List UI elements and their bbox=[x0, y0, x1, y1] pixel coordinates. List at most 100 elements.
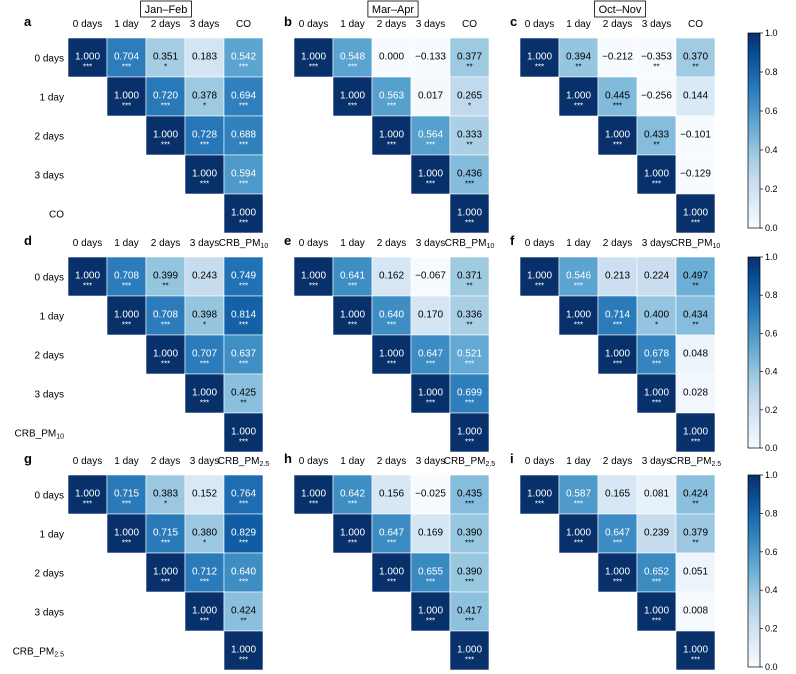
significance-label: *** bbox=[574, 500, 583, 509]
significance-label: *** bbox=[348, 102, 357, 111]
significance-label: *** bbox=[348, 500, 357, 509]
cell-value-label: 0.383 bbox=[153, 489, 178, 500]
heatmap-cell bbox=[675, 295, 716, 336]
heatmap-cell bbox=[519, 37, 560, 78]
cell-value-label: 1.000 bbox=[75, 52, 100, 63]
season-title: Mar–Apr bbox=[372, 4, 415, 16]
column-label: 0 days bbox=[525, 456, 554, 467]
panel-letter: b bbox=[284, 14, 292, 29]
cell-value-label: 1.000 bbox=[683, 645, 708, 656]
season-header-1: Mar–Apr bbox=[367, 0, 419, 18]
row-label: 2 days bbox=[35, 351, 64, 362]
significance-label: *** bbox=[122, 63, 131, 72]
cell-value-label: 0.749 bbox=[231, 271, 256, 282]
colorbar-1: 0.0 0.2 0.4 0.6 0.8 1.0 bbox=[747, 252, 778, 453]
cell-value-label: 0.390 bbox=[457, 528, 482, 539]
significance-label: *** bbox=[613, 102, 622, 111]
colorbar-tick-label: 0.4 bbox=[765, 367, 778, 377]
cell-value-label: 0.224 bbox=[644, 271, 669, 282]
cell-value-label: 0.640 bbox=[379, 310, 404, 321]
significance-label: *** bbox=[387, 578, 396, 587]
column-label: 1 day bbox=[566, 238, 590, 249]
cell-value-label: 0.370 bbox=[683, 52, 708, 63]
colorbar-tick-label: 0.0 bbox=[765, 223, 778, 233]
cell-value-label: 0.433 bbox=[644, 130, 669, 141]
panel-letter: f bbox=[510, 233, 515, 248]
cell-value-label: 1.000 bbox=[114, 310, 139, 321]
cell-value-label: 0.017 bbox=[418, 91, 443, 102]
significance-label: ** bbox=[653, 63, 659, 72]
heatmap-cell bbox=[449, 37, 490, 78]
significance-label: *** bbox=[239, 180, 248, 189]
cell-value-label: 0.548 bbox=[340, 52, 365, 63]
cell-value-label: 1.000 bbox=[683, 427, 708, 438]
significance-label: * bbox=[164, 63, 167, 72]
heatmap-cell bbox=[332, 295, 373, 336]
cell-value-label: 1.000 bbox=[457, 208, 482, 219]
column-label: 1 day bbox=[114, 456, 138, 467]
heatmap-cell bbox=[410, 256, 451, 297]
heatmap-cell bbox=[332, 256, 373, 297]
cell-value-label: 0.642 bbox=[340, 489, 365, 500]
colorbar-tick-label: 1.0 bbox=[765, 252, 778, 262]
significance-label: *** bbox=[426, 399, 435, 408]
colorbar-tick-label: 0.0 bbox=[765, 662, 778, 672]
cell-value-label: 0.028 bbox=[683, 388, 708, 399]
heatmap-cell bbox=[184, 552, 225, 593]
cell-value-label: 1.000 bbox=[192, 388, 217, 399]
heatmap-cell bbox=[410, 115, 451, 156]
cell-value-label: 0.814 bbox=[231, 310, 256, 321]
significance-label: *** bbox=[200, 360, 209, 369]
cell-value-label: 1.000 bbox=[231, 645, 256, 656]
cell-value-label: 0.708 bbox=[153, 310, 178, 321]
heatmap-cell bbox=[371, 115, 412, 156]
season-header-2: Oct–Nov bbox=[594, 0, 646, 18]
significance-label: *** bbox=[426, 617, 435, 626]
heatmap-cell bbox=[449, 373, 490, 414]
heatmap-cell bbox=[449, 591, 490, 632]
cell-value-label: 0.425 bbox=[231, 388, 256, 399]
colorbar-tick-label: 0.0 bbox=[765, 443, 778, 453]
heatmap-cell bbox=[184, 115, 225, 156]
cell-value-label: 1.000 bbox=[605, 349, 630, 360]
cell-value-label: 1.000 bbox=[153, 130, 178, 141]
cell-value-label: 1.000 bbox=[192, 606, 217, 617]
cell-value-label: 1.000 bbox=[114, 528, 139, 539]
colorbar-tick-label: 1.0 bbox=[765, 470, 778, 480]
heatmap-cell bbox=[223, 76, 264, 117]
heatmap-cell bbox=[223, 630, 264, 671]
panel-letter: h bbox=[284, 451, 292, 466]
heatmap-cell bbox=[184, 295, 225, 336]
column-label: CO bbox=[236, 19, 251, 30]
cell-value-label: 0.008 bbox=[683, 606, 708, 617]
significance-label: *** bbox=[387, 102, 396, 111]
cell-value-label: 0.379 bbox=[683, 528, 708, 539]
cell-value-label: 0.655 bbox=[418, 567, 443, 578]
significance-label: *** bbox=[613, 321, 622, 330]
significance-label: *** bbox=[465, 438, 474, 447]
column-label: 3 days bbox=[190, 19, 219, 30]
cell-value-label: 0.239 bbox=[644, 528, 669, 539]
row-label: 1 day bbox=[40, 312, 64, 323]
column-label: 1 day bbox=[566, 456, 590, 467]
heatmap-cell bbox=[675, 193, 716, 234]
cell-value-label: 0.587 bbox=[566, 489, 591, 500]
cell-value-label: −0.025 bbox=[415, 489, 446, 500]
heatmap-cell bbox=[636, 154, 677, 195]
heatmap-cell bbox=[597, 295, 638, 336]
column-label: 1 day bbox=[566, 19, 590, 30]
significance-label: *** bbox=[122, 102, 131, 111]
heatmap-cell bbox=[145, 115, 186, 156]
heatmap-cell bbox=[449, 76, 490, 117]
cell-value-label: 1.000 bbox=[644, 169, 669, 180]
cell-value-label: 0.699 bbox=[457, 388, 482, 399]
column-label: 2 days bbox=[151, 238, 180, 249]
cell-value-label: 0.183 bbox=[192, 52, 217, 63]
heatmap-cell bbox=[636, 591, 677, 632]
significance-label: *** bbox=[652, 617, 661, 626]
significance-label: *** bbox=[465, 578, 474, 587]
column-label: 0 days bbox=[73, 238, 102, 249]
